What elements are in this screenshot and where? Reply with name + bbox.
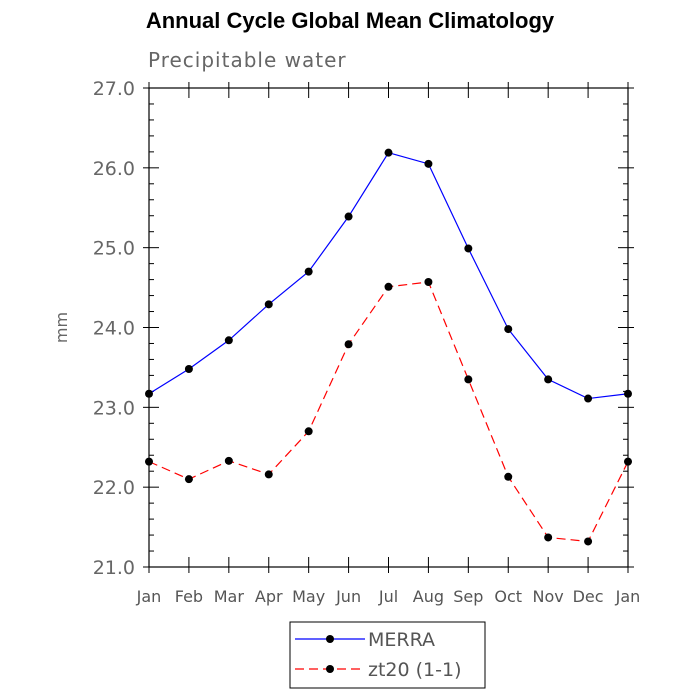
data-point <box>184 475 193 484</box>
data-point <box>224 336 233 345</box>
data-point <box>504 325 513 334</box>
x-tick-label: Nov <box>533 587 564 606</box>
x-tick-label: Feb <box>175 587 203 606</box>
data-point <box>384 282 393 291</box>
data-point <box>224 456 233 465</box>
data-point <box>584 394 593 403</box>
y-tick-label: 25.0 <box>93 238 135 260</box>
data-point <box>384 148 393 157</box>
data-point <box>145 457 153 466</box>
data-point <box>424 159 433 168</box>
y-tick-label: 24.0 <box>93 318 135 340</box>
x-tick-label: Jan <box>136 587 162 606</box>
data-point <box>504 472 513 481</box>
x-tick-label: Apr <box>255 587 283 606</box>
legend-marker <box>326 665 334 673</box>
data-point <box>264 300 273 309</box>
x-tick-label: Sep <box>453 587 483 606</box>
data-point <box>624 389 632 398</box>
x-tick-label: Jan <box>615 587 641 606</box>
x-tick-label: May <box>292 587 325 606</box>
plot-frame <box>148 87 629 568</box>
chart-subtitle: Precipitable water <box>148 48 347 72</box>
data-point <box>344 212 353 221</box>
x-tick-label: Oct <box>494 587 522 606</box>
legend-box <box>289 621 486 689</box>
data-point <box>584 537 593 546</box>
legend-label: zt20 (1-1) <box>368 659 462 681</box>
data-point <box>304 267 313 276</box>
y-tick-label: 26.0 <box>93 158 135 180</box>
data-point <box>544 375 553 384</box>
legend-label: MERRA <box>368 629 435 651</box>
y-tick-label: 27.0 <box>93 78 135 100</box>
y-tick-label: 23.0 <box>93 397 135 419</box>
data-point <box>264 470 273 479</box>
chart-title: Annual Cycle Global Mean Climatology <box>145 8 555 33</box>
data-point <box>184 365 193 374</box>
data-point <box>145 389 153 398</box>
y-tick-label: 22.0 <box>93 477 135 499</box>
data-point <box>624 457 632 466</box>
series-line-zt20 <box>148 281 629 543</box>
x-tick-label: Jun <box>335 587 361 606</box>
x-tick-label: Mar <box>214 587 245 606</box>
data-point <box>544 533 553 542</box>
x-tick-label: Dec <box>573 587 604 606</box>
data-point <box>464 375 473 384</box>
data-point <box>304 427 313 436</box>
data-point <box>424 277 433 286</box>
x-tick-label: Aug <box>413 587 444 606</box>
y-axis-label: mm <box>52 312 71 343</box>
y-tick-label: 21.0 <box>93 557 135 579</box>
x-tick-label: Jul <box>378 587 398 606</box>
series-line-merra <box>148 151 629 400</box>
data-point <box>464 244 473 253</box>
data-point <box>344 340 353 349</box>
legend-marker <box>326 635 334 643</box>
